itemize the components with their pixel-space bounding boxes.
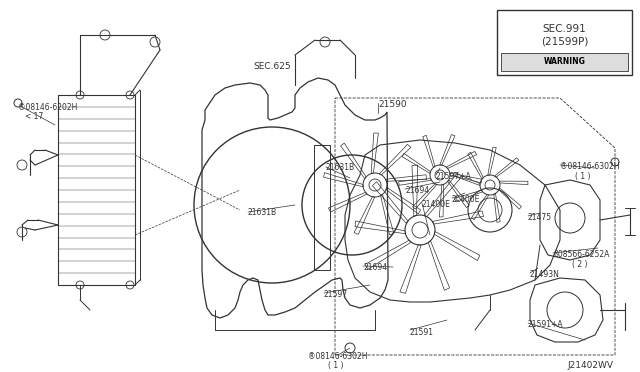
Text: ( 2 ): ( 2 ): [572, 260, 588, 269]
Text: ( 1 ): ( 1 ): [575, 172, 591, 181]
Text: 21400E: 21400E: [422, 200, 451, 209]
Text: (21599P): (21599P): [541, 36, 588, 46]
Text: 21631B: 21631B: [248, 208, 277, 217]
Bar: [314, 145, 330, 270]
Text: WARNING: WARNING: [543, 58, 586, 67]
Text: 21597: 21597: [324, 290, 348, 299]
Text: ®08146-6302H: ®08146-6302H: [560, 162, 620, 171]
Text: < 17: < 17: [25, 112, 44, 121]
Bar: [501, 53, 628, 71]
Text: 21597+A: 21597+A: [436, 172, 472, 181]
Text: ®08146-6202H: ®08146-6202H: [18, 103, 77, 112]
Text: 2L400E: 2L400E: [452, 195, 481, 204]
Text: ß08566-6252A: ß08566-6252A: [553, 250, 609, 259]
Text: 21591+A: 21591+A: [528, 320, 564, 329]
Text: 21475: 21475: [528, 213, 552, 222]
Text: ®08146-6302H: ®08146-6302H: [308, 352, 367, 361]
Text: 21631B: 21631B: [326, 163, 355, 172]
Text: ( 1 ): ( 1 ): [328, 361, 344, 370]
Text: 21694: 21694: [405, 186, 429, 195]
Text: 21493N: 21493N: [530, 270, 560, 279]
Text: SEC.991: SEC.991: [543, 24, 586, 34]
Text: 21591: 21591: [410, 328, 434, 337]
Text: SEC.625: SEC.625: [253, 62, 291, 71]
Text: 21694: 21694: [363, 263, 387, 272]
Bar: [497, 10, 632, 75]
Text: 21590: 21590: [378, 100, 406, 109]
Text: J21402WV: J21402WV: [567, 361, 613, 370]
